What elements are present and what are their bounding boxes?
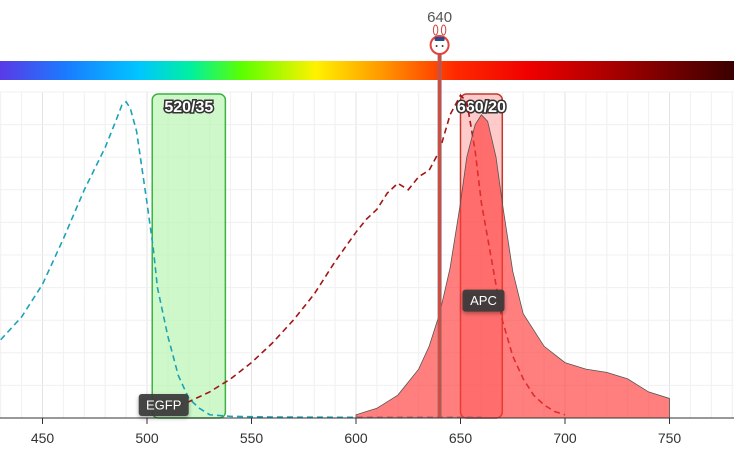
- laser-line[interactable]: 640: [427, 9, 452, 418]
- x-tick-label: 700: [553, 430, 577, 446]
- bunny-mascot-icon[interactable]: [429, 24, 450, 55]
- grid: [0, 91, 734, 419]
- x-tick-label: 750: [658, 430, 682, 446]
- filter-band[interactable]: [151, 93, 227, 419]
- series-line-egfp-excitation[interactable]: [0, 100, 482, 419]
- spectrum-color-bar: [0, 61, 734, 80]
- x-tick-label: 500: [135, 430, 159, 446]
- filter-label: 520/35: [164, 99, 213, 116]
- series-tag[interactable]: EGFP: [138, 393, 189, 416]
- x-tick-label: 650: [449, 430, 473, 446]
- svg-text:EGFP: EGFP: [146, 397, 181, 412]
- filter-label: 660/20: [457, 99, 506, 116]
- laser-wavelength-label: 640: [427, 9, 452, 26]
- x-axis: 450 500 550 600 650 700 750: [31, 418, 682, 446]
- svg-text:APC: APC: [470, 293, 497, 308]
- series-area-apc-emission[interactable]: [355, 114, 670, 419]
- series-line-apc-excitation[interactable]: [167, 93, 566, 416]
- x-tick-label: 550: [240, 430, 264, 446]
- x-tick-label: 450: [31, 430, 55, 446]
- series-layer: [0, 93, 670, 419]
- x-tick-label: 600: [344, 430, 368, 446]
- series-tag[interactable]: APC: [462, 289, 505, 312]
- series-tags: EGFP APC: [138, 289, 505, 416]
